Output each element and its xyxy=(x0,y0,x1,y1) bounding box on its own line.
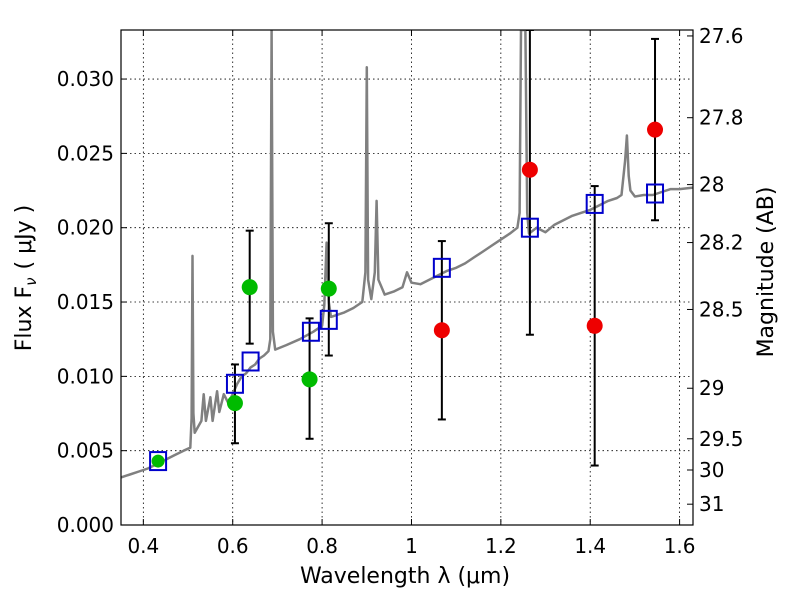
observed-point xyxy=(433,322,450,339)
grid-lines xyxy=(121,30,693,526)
y-tick-label: 0.010 xyxy=(57,364,114,388)
model-point xyxy=(241,351,260,372)
right-axis-title: Magnitude (AB) xyxy=(754,187,779,358)
model-point xyxy=(520,217,539,238)
x-axis-title: Wavelength λ (μm) xyxy=(300,564,510,589)
x-tick-label: 1.2 xyxy=(485,534,517,558)
x-tick-label: 1 xyxy=(405,534,418,558)
axis-ticks xyxy=(121,30,693,526)
observed-point xyxy=(151,454,165,468)
observed-point xyxy=(521,161,538,178)
model-point xyxy=(319,309,338,330)
y-axis-title-main: Flux F xyxy=(12,286,37,351)
right-tick-label: 29.5 xyxy=(699,427,744,451)
observed-point xyxy=(647,121,664,138)
right-tick-label: 28 xyxy=(699,173,724,197)
observed-point xyxy=(301,371,318,388)
right-tick-label: 28.5 xyxy=(699,297,744,321)
model-point xyxy=(149,451,168,472)
y-tick-label: 0.025 xyxy=(57,141,114,165)
right-tick-label: 29 xyxy=(699,376,724,400)
y-tick-label: 0.000 xyxy=(57,513,114,537)
right-tick-label: 30 xyxy=(699,458,724,482)
y-axis-title-subscript: ν xyxy=(22,277,40,285)
model-points xyxy=(149,183,665,472)
model-point xyxy=(646,183,665,204)
x-tick-label: 0.8 xyxy=(306,534,338,558)
x-tick-label: 1.4 xyxy=(574,534,606,558)
plot-background xyxy=(121,30,693,525)
y-tick-label: 0.015 xyxy=(57,290,114,314)
right-tick-label: 31 xyxy=(699,492,724,516)
y-tick-labels: 0.000 0.005 0.010 0.015 0.020 0.025 0.030 xyxy=(57,67,114,537)
model-point xyxy=(432,257,451,278)
right-tick-label: 28.2 xyxy=(699,231,744,255)
x-tick-labels: 0.4 0.6 0.8 1 1.2 1.4 1.6 xyxy=(127,534,695,558)
right-tick-label: 27.8 xyxy=(699,106,744,130)
right-tick-labels: 27.6 27.8 28 28.2 28.5 29 29.5 30 31 xyxy=(699,24,744,516)
y-axis-title: Flux Fν ( μJy ) xyxy=(12,205,40,351)
observed-point xyxy=(241,279,258,296)
model-point xyxy=(585,193,604,214)
model-point xyxy=(301,321,320,342)
spectrum-line xyxy=(121,30,693,479)
observed-point xyxy=(320,280,337,297)
y-tick-label: 0.005 xyxy=(57,439,114,463)
model-point xyxy=(225,373,244,394)
right-tick-label: 27.6 xyxy=(699,24,744,48)
y-tick-label: 0.020 xyxy=(57,216,114,240)
observed-point xyxy=(586,317,603,334)
observed-points xyxy=(151,121,664,468)
y-tick-label: 0.030 xyxy=(57,67,114,91)
x-tick-label: 1.6 xyxy=(664,534,696,558)
plot-frame xyxy=(120,29,694,526)
x-tick-label: 0.4 xyxy=(127,534,159,558)
x-tick-label: 0.6 xyxy=(217,534,249,558)
observed-point xyxy=(226,395,243,412)
y-axis-title-unit: ( μJy ) xyxy=(12,205,37,270)
